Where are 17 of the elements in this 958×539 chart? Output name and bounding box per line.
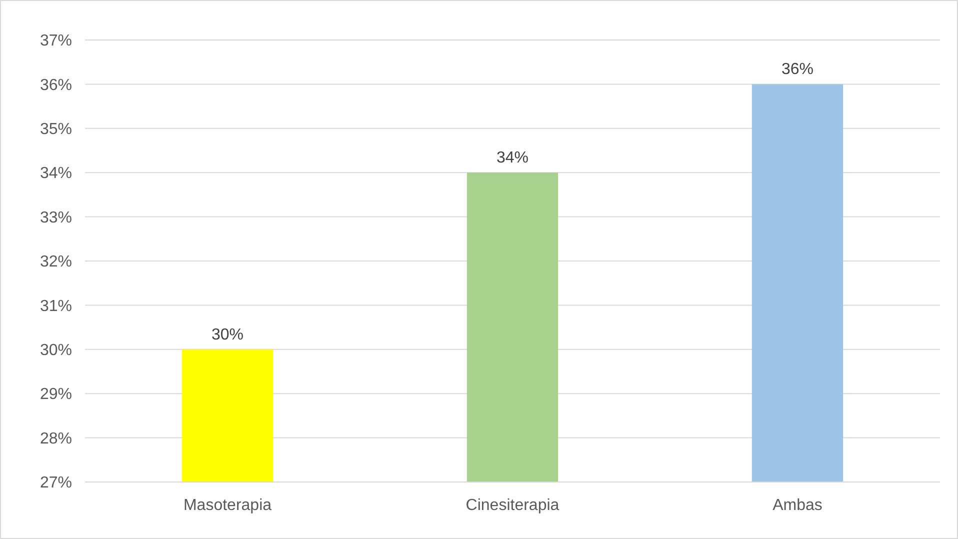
- data-label: 30%: [211, 326, 244, 344]
- y-tick-label: 27%: [40, 474, 72, 492]
- y-tick-label: 32%: [40, 254, 72, 271]
- y-tick-label: 35%: [40, 121, 72, 138]
- x-tick-label: Cinesiterapia: [466, 497, 560, 514]
- data-label: 36%: [781, 61, 814, 78]
- y-tick-label: 29%: [40, 386, 72, 404]
- y-tick-label: 31%: [40, 298, 72, 315]
- y-tick-label: 33%: [40, 209, 72, 226]
- data-label: 34%: [496, 150, 529, 167]
- x-tick-label: Ambas: [772, 497, 822, 514]
- y-tick-label: 37%: [40, 32, 72, 50]
- y-tick-label: 28%: [40, 430, 72, 448]
- y-tick-label: 30%: [40, 342, 72, 359]
- x-tick-label: Masoterapia: [183, 497, 272, 514]
- y-tick-label: 36%: [40, 76, 72, 94]
- y-tick-label: 34%: [40, 165, 72, 182]
